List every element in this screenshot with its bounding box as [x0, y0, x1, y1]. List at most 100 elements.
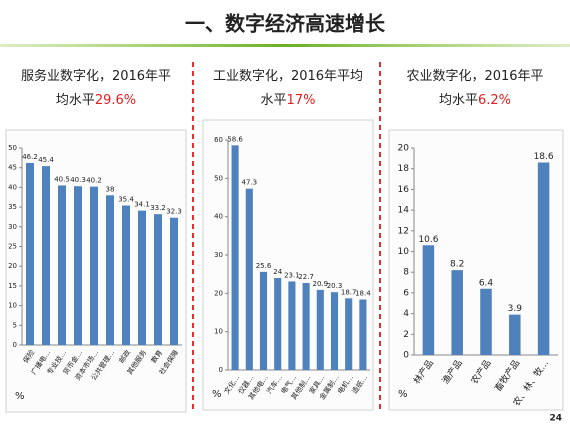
- y-tick-label: 20: [214, 289, 223, 297]
- bar: [330, 292, 339, 370]
- value-label: 35.4: [118, 196, 134, 204]
- bar: [316, 289, 324, 370]
- y-tick-label: 30: [214, 251, 223, 259]
- bar: [154, 214, 162, 345]
- y-tick-label: 60: [214, 136, 223, 144]
- y-tick-label: 20: [398, 144, 410, 154]
- y-tick-label: 10: [8, 302, 17, 310]
- y-tick-label: 8: [403, 268, 409, 278]
- bar: [231, 145, 239, 370]
- y-tick-label: 40: [214, 213, 223, 221]
- value-label: 23.1: [284, 271, 300, 279]
- bar: [42, 166, 50, 345]
- bar: [451, 270, 463, 355]
- y-axis-label: %: [212, 389, 222, 400]
- value-label: 40.5: [54, 175, 70, 183]
- y-tick-label: 25: [8, 243, 17, 251]
- bar: [259, 271, 268, 370]
- y-tick-label: 16: [398, 185, 410, 195]
- chart-frame: [388, 129, 564, 411]
- y-tick-label: 0: [219, 366, 223, 374]
- y-axis-label: %: [15, 391, 25, 402]
- bar: [106, 195, 114, 345]
- value-label: 22.7: [298, 273, 314, 281]
- bar: [480, 288, 492, 355]
- title-rule: [0, 44, 570, 47]
- value-label: 38: [106, 185, 115, 193]
- y-tick-label: 6: [403, 288, 409, 298]
- y-tick-label: 35: [8, 203, 17, 211]
- y-tick-label: 2: [403, 330, 409, 340]
- page-number: 24: [549, 414, 562, 424]
- value-label: 32.3: [166, 208, 182, 216]
- value-label: 20.9: [313, 280, 329, 288]
- chart-heading: 服务业数字化，2016年平: [21, 68, 171, 84]
- bar: [288, 281, 296, 370]
- y-tick-label: 45: [8, 164, 17, 172]
- y-tick-label: 0: [403, 351, 409, 361]
- bar: [302, 282, 310, 370]
- y-tick-label: 18: [398, 164, 410, 174]
- value-label: 24: [273, 268, 282, 276]
- heading-text: 工业数字化，2016年平均: [213, 69, 363, 84]
- bar: [345, 298, 353, 370]
- chart-heading: 均水平6.2%: [439, 93, 511, 108]
- value-label: 18.6: [534, 152, 554, 162]
- heading-highlight: 29.6%: [95, 93, 136, 108]
- y-tick-label: 50: [8, 144, 17, 152]
- y-tick-label: 10: [214, 328, 223, 336]
- heading-text: 服务业数字化，2016年平: [21, 68, 171, 84]
- y-tick-label: 0: [13, 341, 17, 349]
- chart-frame: [202, 119, 374, 411]
- bar: [58, 185, 66, 345]
- bar: [509, 314, 521, 355]
- y-tick-label: 10: [398, 247, 410, 257]
- bar: [170, 217, 178, 345]
- heading-text: 均水平: [439, 93, 478, 108]
- bar: [359, 299, 367, 370]
- value-label: 45.4: [38, 156, 54, 164]
- bar: [274, 278, 282, 370]
- bar: [90, 186, 98, 345]
- heading-highlight: 17%: [287, 93, 316, 108]
- value-label: 47.3: [242, 179, 258, 187]
- value-label: 8.2: [450, 260, 464, 270]
- y-tick-label: 50: [214, 174, 223, 182]
- chart-heading: 工业数字化，2016年平均: [213, 69, 363, 84]
- bar: [26, 162, 34, 345]
- chart-heading: 均水平29.6%: [56, 93, 136, 108]
- bar: [74, 186, 82, 345]
- value-label: 40.2: [86, 177, 102, 185]
- y-tick-label: 40: [8, 183, 17, 191]
- y-tick-label: 30: [8, 223, 17, 231]
- value-label: 20.3: [327, 282, 343, 290]
- y-tick-label: 4: [403, 309, 409, 319]
- value-label: 40.3: [70, 176, 86, 184]
- chart-heading: 水平17%: [261, 93, 316, 108]
- heading-text: 水平: [261, 93, 287, 108]
- value-label: 3.9: [508, 304, 523, 314]
- y-tick-label: 15: [8, 282, 17, 290]
- heading-highlight: 6.2%: [478, 93, 511, 108]
- value-label: 10.6: [418, 235, 438, 245]
- value-label: 6.4: [479, 278, 494, 288]
- y-tick-label: 5: [13, 321, 17, 329]
- value-label: 25.6: [256, 262, 272, 270]
- value-label: 18.4: [355, 289, 371, 297]
- bar: [537, 162, 550, 355]
- bar: [122, 205, 130, 345]
- bar: [422, 245, 435, 355]
- y-tick-label: 12: [398, 226, 409, 236]
- y-axis-label: %: [398, 389, 408, 400]
- heading-text: 农业数字化，2016年平: [406, 69, 543, 84]
- bar: [245, 188, 253, 370]
- value-label: 58.6: [227, 135, 243, 143]
- value-label: 46.2: [22, 153, 38, 161]
- slide-title: 一、数字经济高速增长: [185, 12, 386, 36]
- value-label: 18.7: [341, 288, 357, 296]
- y-tick-label: 20: [8, 262, 17, 270]
- heading-text: 均水平: [56, 93, 95, 108]
- bar: [138, 210, 146, 345]
- chart-heading: 农业数字化，2016年平: [406, 69, 543, 84]
